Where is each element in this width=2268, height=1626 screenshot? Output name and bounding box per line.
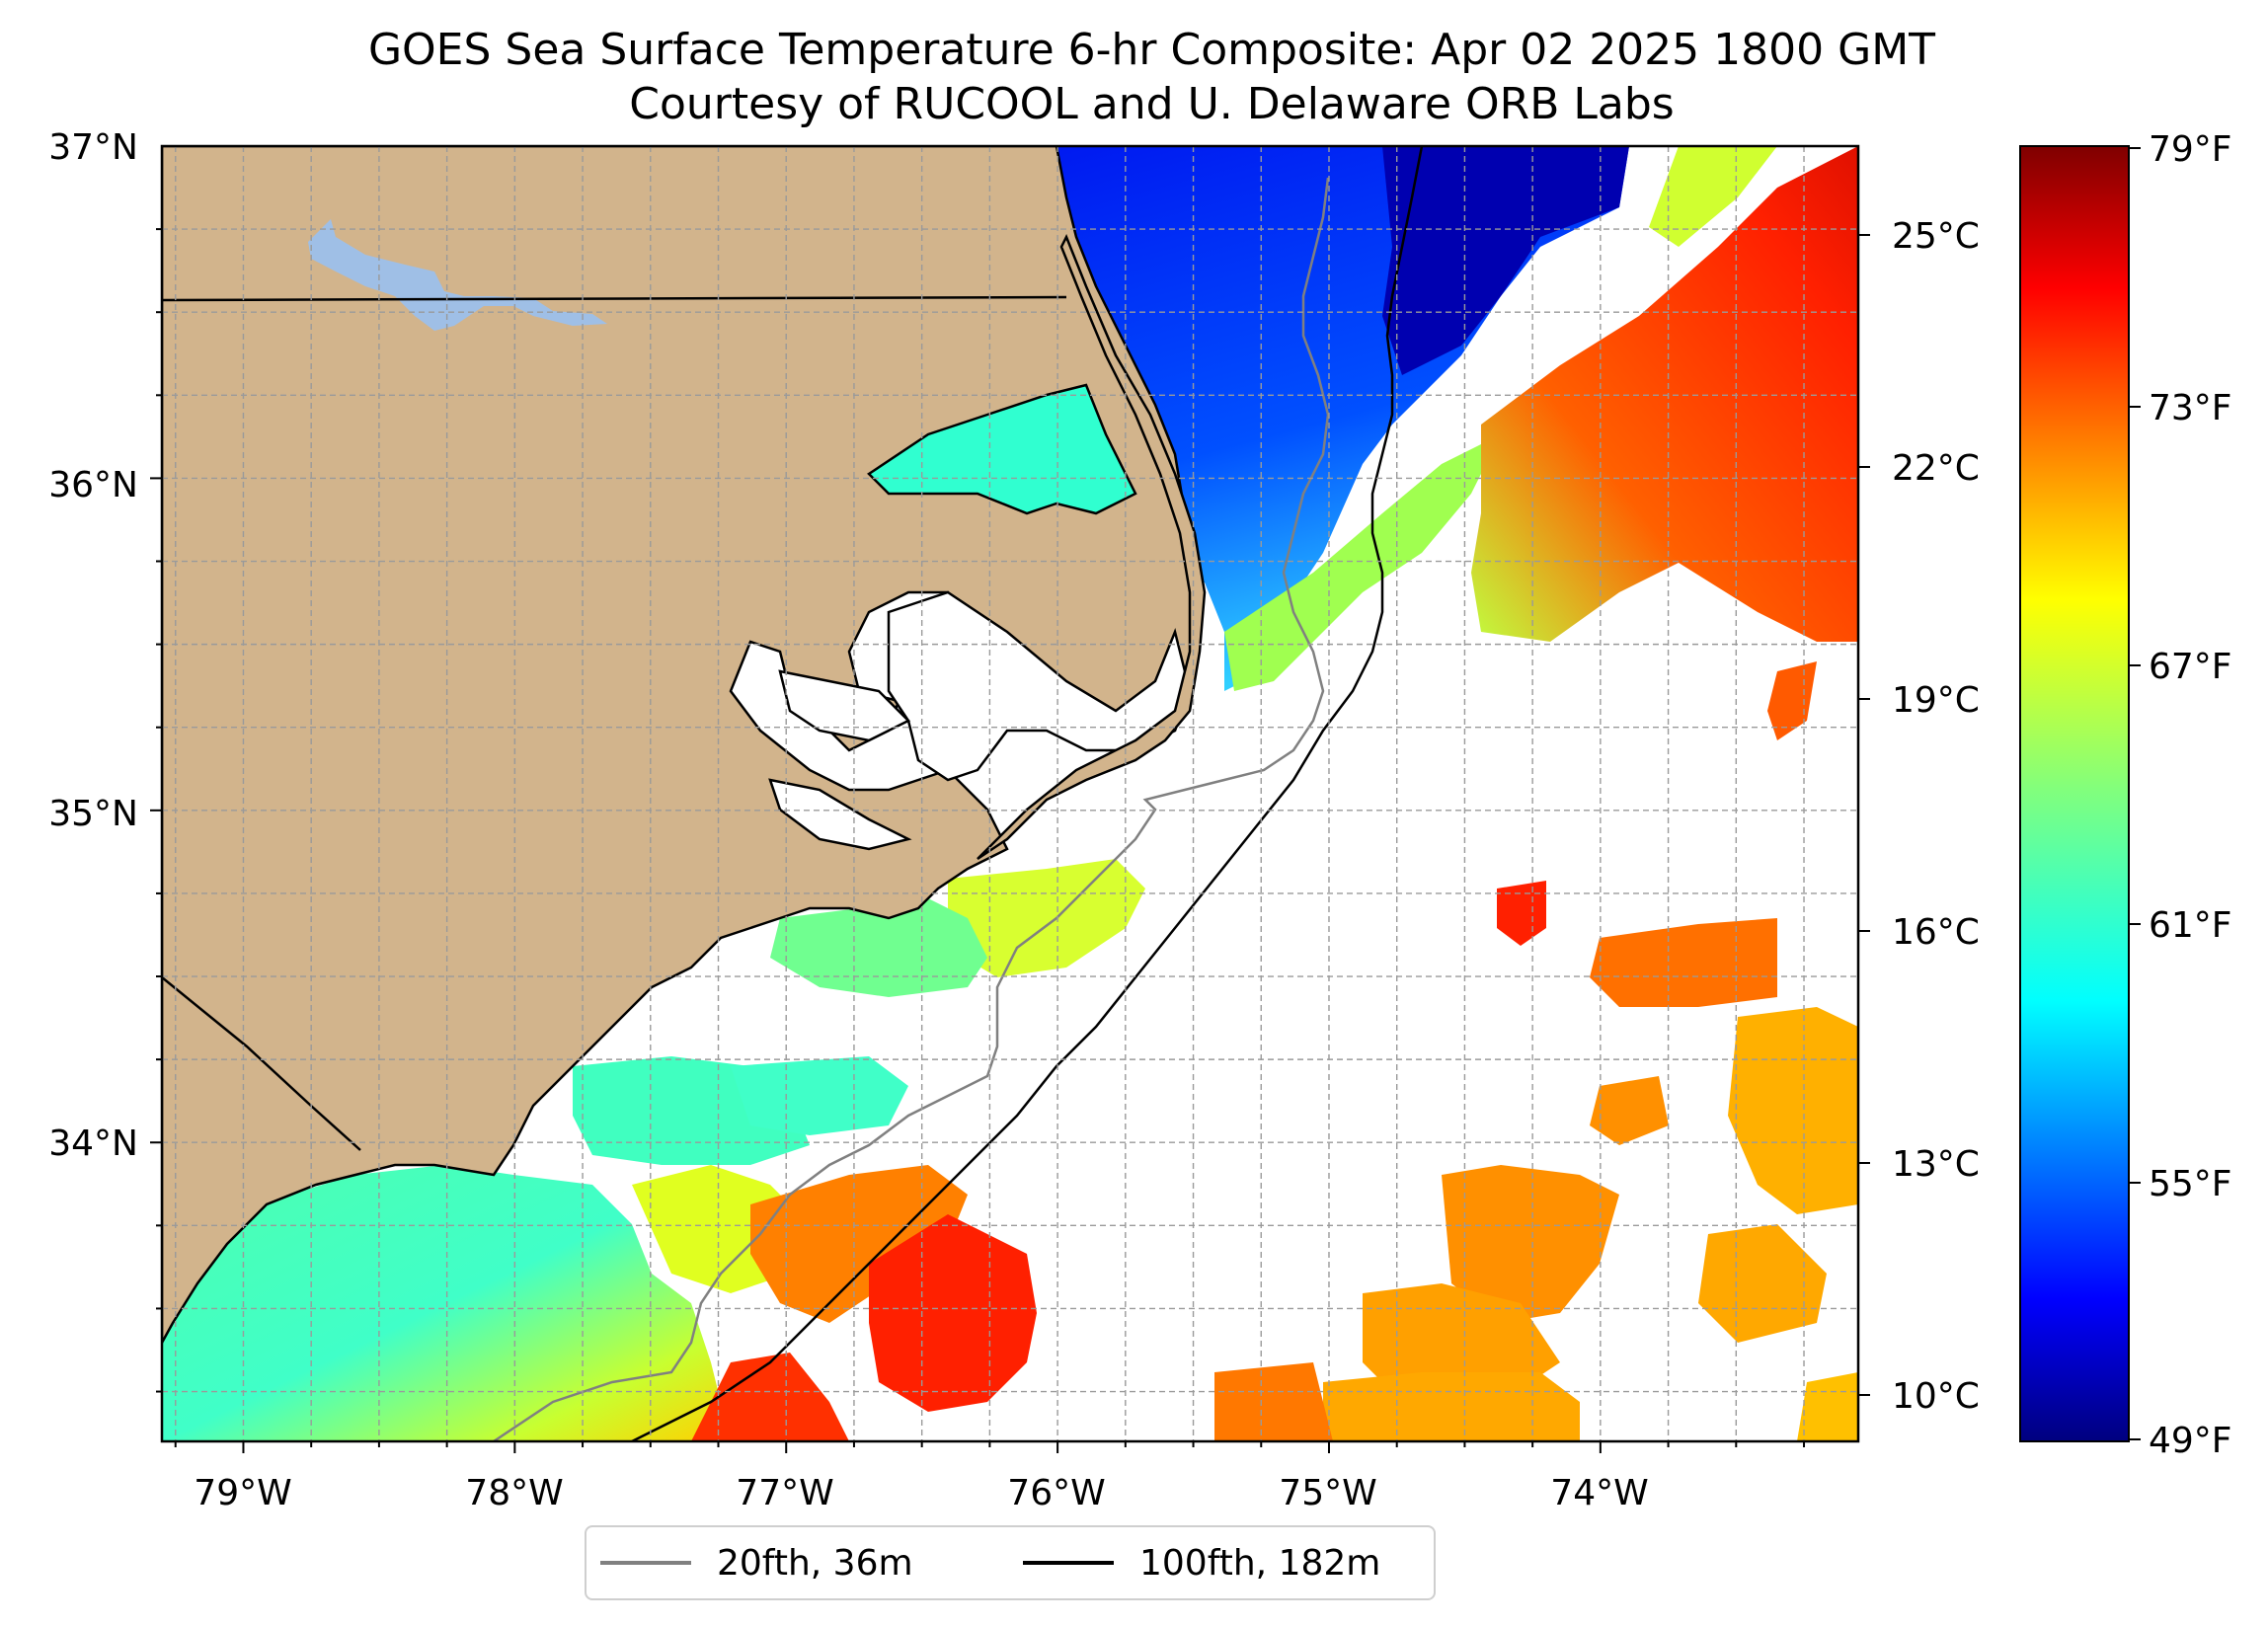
sst-patch-onslow-cyan-2 xyxy=(731,1056,908,1135)
sst-patch-onslow-yellow-green xyxy=(948,859,1145,977)
sst-patch-south-red-2 xyxy=(691,1353,849,1441)
legend-line-100fth xyxy=(1023,1561,1114,1565)
lon-tick-76w: 76°W xyxy=(1007,1473,1105,1513)
map-frame xyxy=(160,144,1860,1443)
lat-tick-36n: 36°N xyxy=(48,465,138,505)
sst-patch-se-orange xyxy=(1323,1372,1580,1441)
sst-patch-east-yellow-orange-2 xyxy=(1698,1224,1827,1343)
colorbar-ticks xyxy=(1858,147,2141,1440)
contour-legend: 20fth, 36m 100fth, 182m xyxy=(585,1525,1436,1600)
sst-patch-south-red xyxy=(869,1214,1037,1412)
lon-tick-79w: 79°W xyxy=(194,1473,291,1513)
outer-banks xyxy=(977,233,1207,861)
cbar-c-25: 25°C xyxy=(1892,216,1980,257)
sst-patch-gulfstream-ne xyxy=(1471,146,1858,642)
contour-20fth xyxy=(493,177,1330,1441)
sst-patch-south-orange xyxy=(750,1165,968,1323)
state-border-sc xyxy=(162,976,361,1151)
colorbar xyxy=(2019,145,2130,1442)
sst-patch-se-corner-yellow xyxy=(1797,1372,1858,1441)
cbar-f-55: 55°F xyxy=(2149,1164,2232,1204)
contour-100fth xyxy=(631,146,1424,1441)
water-pamlico-river xyxy=(778,669,911,742)
state-border xyxy=(162,295,1067,302)
map-title: GOES Sea Surface Temperature 6-hr Compos… xyxy=(367,25,1936,75)
cbar-c-22: 22°C xyxy=(1892,448,1980,489)
cbar-f-73: 73°F xyxy=(2149,388,2232,428)
lon-tick-78w: 78°W xyxy=(465,1473,563,1513)
sst-patch-red-blob xyxy=(1497,881,1546,946)
legend-item-100fth: 100fth, 182m xyxy=(1023,1527,1380,1598)
water-neuse-river xyxy=(768,778,912,851)
cbar-f-61: 61°F xyxy=(2149,905,2232,946)
lat-tick-35n: 35°N xyxy=(48,794,138,834)
lat-tick-34n: 34°N xyxy=(48,1123,138,1164)
cbar-c-13: 13°C xyxy=(1892,1144,1980,1185)
cbar-c-10: 10°C xyxy=(1892,1376,1980,1417)
legend-label-100fth: 100fth, 182m xyxy=(1139,1542,1381,1584)
sst-patch-east-orange-2 xyxy=(1442,1165,1619,1323)
lon-tick-74w: 74°W xyxy=(1550,1473,1648,1513)
sst-patch-raleigh-bay xyxy=(770,898,987,997)
sst-patch-se-orange-2 xyxy=(1214,1362,1333,1441)
cbar-c-19: 19°C xyxy=(1892,680,1980,721)
legend-line-20fth xyxy=(600,1561,691,1565)
cbar-f-79: 79°F xyxy=(2149,129,2232,170)
sst-patch-east-orange-1 xyxy=(1590,918,1777,1007)
sst-patch-small-orange-2 xyxy=(1590,1076,1669,1145)
sst-patch-hatteras-green xyxy=(1224,434,1501,691)
lon-tick-77w: 77°W xyxy=(736,1473,833,1513)
water-albemarle-sound xyxy=(867,383,1137,515)
cbar-f-49: 49°F xyxy=(2149,1421,2232,1461)
cbar-c-16: 16°C xyxy=(1892,912,1980,953)
lon-tick-75w: 75°W xyxy=(1279,1473,1376,1513)
legend-item-20fth: 20fth, 36m xyxy=(600,1527,913,1598)
gridlines xyxy=(162,146,1858,1441)
lake-kerr xyxy=(308,219,607,331)
lat-tick-37n: 37°N xyxy=(48,127,138,168)
sst-patch-dark-blue xyxy=(1382,146,1629,375)
legend-label-20fth: 20fth, 36m xyxy=(717,1542,913,1584)
sst-patch-ne-yellow-edge xyxy=(1649,146,1777,247)
map-subtitle: Courtesy of RUCOOL and U. Delaware ORB L… xyxy=(629,79,1675,129)
axis-ticks xyxy=(150,228,1806,1453)
cbar-f-67: 67°F xyxy=(2149,647,2232,687)
